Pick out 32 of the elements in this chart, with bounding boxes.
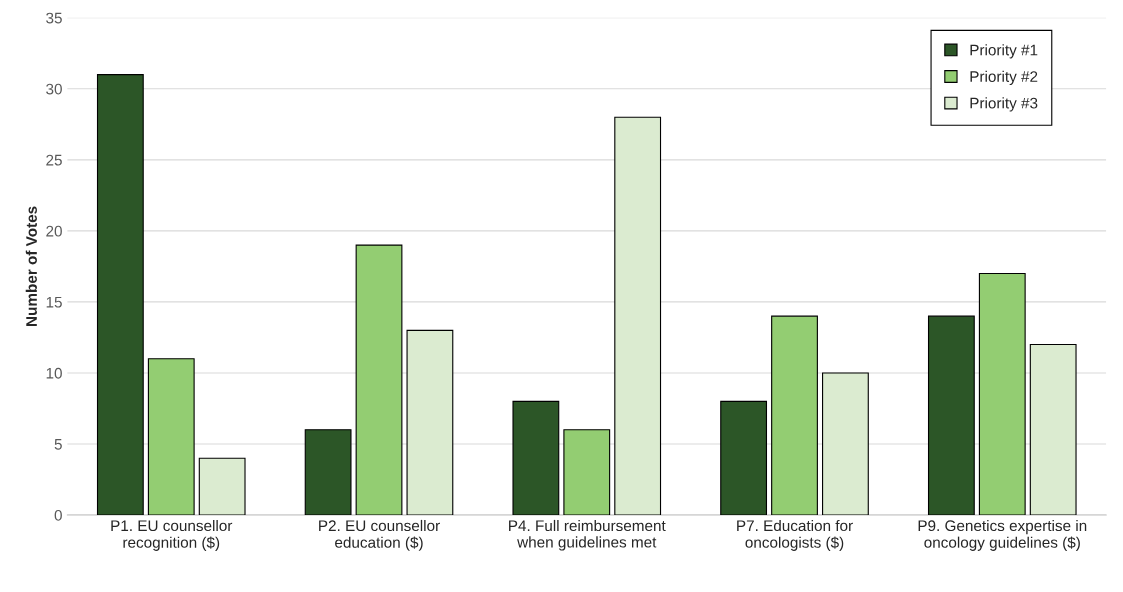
bar <box>147 358 195 516</box>
bar <box>406 329 454 516</box>
y-tick-label: 35 <box>46 12 62 24</box>
y-tick-label: 25 <box>46 154 62 166</box>
bar <box>198 457 246 516</box>
y-tick-label: 0 <box>54 509 62 521</box>
bar <box>1029 343 1077 516</box>
y-tick-label: 15 <box>46 296 62 308</box>
legend-label: Priority #1 <box>970 44 1038 59</box>
y-tick-label: 20 <box>46 225 62 237</box>
legend-label: Priority #2 <box>970 70 1038 85</box>
y-tick-label: 10 <box>46 367 62 379</box>
bar <box>927 315 975 516</box>
x-tick-label: P4. Full reimbursement when guidelines met <box>509 519 666 551</box>
x-tick-label: P2. EU counsellor education ($) <box>319 519 440 551</box>
y-tick-label: 5 <box>54 439 62 450</box>
bar <box>96 74 144 516</box>
bar <box>355 244 403 516</box>
bar <box>720 400 768 516</box>
bar <box>614 116 662 516</box>
y-tick-label: 30 <box>46 83 62 95</box>
bar <box>512 400 560 516</box>
bar <box>822 372 869 516</box>
x-tick-label: P1. EU counsellor recognition ($) <box>111 519 233 551</box>
x-tick-label: P9. Genetics expertise in oncology guidelines ($) <box>918 519 1087 551</box>
x-tick-label: P7. Education for oncologists ($) <box>737 519 853 551</box>
y-axis-title: Number of Votes <box>25 206 37 326</box>
bar <box>563 429 611 516</box>
legend-label: Priority #3 <box>970 97 1038 112</box>
bar <box>304 429 352 516</box>
bar <box>771 315 818 516</box>
bar <box>978 272 1026 516</box>
